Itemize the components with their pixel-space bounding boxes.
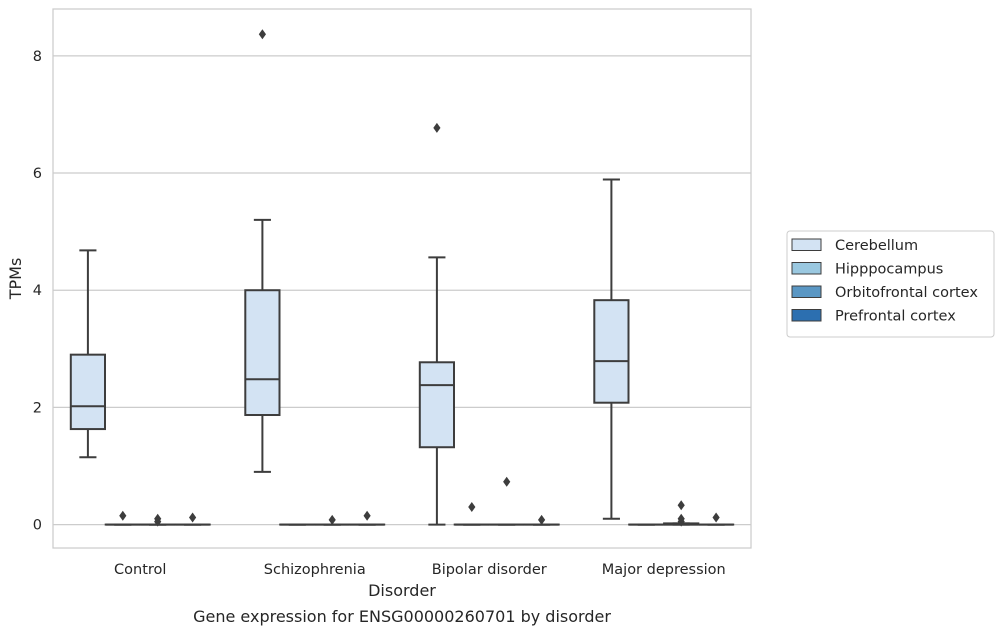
legend-item: Orbitofrontal cortex bbox=[791, 285, 978, 301]
box-0-2 bbox=[139, 513, 176, 527]
outlier-point bbox=[677, 516, 685, 527]
box-1-0 bbox=[244, 29, 281, 473]
legend-label: Prefrontal cortex bbox=[835, 309, 956, 325]
y-tick-label: 4 bbox=[33, 283, 42, 299]
legend-label: Orbitofrontal cortex bbox=[835, 285, 978, 301]
box-1-3 bbox=[348, 510, 386, 526]
outlier-point bbox=[189, 512, 197, 523]
legend-swatch bbox=[791, 309, 822, 322]
x-tick-label: Control bbox=[114, 562, 166, 578]
box-3-0 bbox=[593, 178, 630, 520]
y-tick-label: 0 bbox=[33, 518, 42, 534]
box-0-3 bbox=[174, 512, 211, 526]
box-3-3 bbox=[697, 512, 735, 526]
plot-border bbox=[52, 8, 752, 549]
legend-item: Cerebellum bbox=[791, 238, 918, 254]
legend-swatch bbox=[791, 262, 822, 275]
x-axis-title: Disorder bbox=[368, 581, 436, 600]
outlier-point bbox=[258, 29, 266, 40]
legend-swatch bbox=[791, 238, 822, 251]
outlier-point bbox=[468, 501, 476, 512]
box-0-1 bbox=[104, 510, 141, 526]
legend: Cerebellum Hipppocampus Orbitofrontal cort… bbox=[786, 230, 995, 338]
outlier-point bbox=[503, 476, 511, 487]
y-tick-label: 2 bbox=[33, 400, 42, 416]
outlier-point bbox=[154, 516, 162, 527]
legend-item: Prefrontal cortex bbox=[791, 309, 956, 325]
outlier-point bbox=[433, 122, 441, 133]
box-2-0 bbox=[418, 122, 456, 526]
x-tick-label: Major depression bbox=[602, 562, 726, 578]
legend-swatch bbox=[791, 285, 822, 298]
box-2-3 bbox=[523, 514, 560, 526]
outlier-point bbox=[363, 510, 371, 521]
legend-item: Hipppocampus bbox=[791, 262, 943, 278]
box-iqr bbox=[418, 361, 456, 449]
outlier-point bbox=[712, 512, 720, 523]
plot-area bbox=[53, 9, 751, 548]
outlier-point bbox=[119, 510, 127, 521]
box-layer bbox=[69, 29, 735, 527]
outlier-point bbox=[328, 514, 336, 525]
box-iqr bbox=[593, 299, 630, 404]
y-axis-title: TPMs bbox=[6, 258, 25, 301]
box-iqr bbox=[244, 289, 281, 417]
box-0-0 bbox=[69, 249, 107, 459]
box-iqr bbox=[69, 353, 107, 431]
legend-frame bbox=[786, 230, 995, 338]
outlier-point bbox=[677, 500, 685, 511]
y-tick-label: 8 bbox=[33, 49, 42, 65]
legend-label: Cerebellum bbox=[835, 238, 918, 254]
outlier-point bbox=[538, 514, 546, 525]
y-tick-label: 6 bbox=[33, 166, 42, 182]
x-tick-label: Schizophrenia bbox=[264, 562, 366, 578]
chart-caption: Gene expression for ENSG00000260701 by d… bbox=[193, 607, 611, 626]
legend-label: Hipppocampus bbox=[835, 262, 943, 278]
x-tick-labels: Control Schizophrenia Bipolar disorder Majo… bbox=[114, 562, 726, 578]
y-tick-labels: 0 2 4 6 8 bbox=[33, 49, 42, 534]
x-tick-label: Bipolar disorder bbox=[432, 562, 547, 578]
